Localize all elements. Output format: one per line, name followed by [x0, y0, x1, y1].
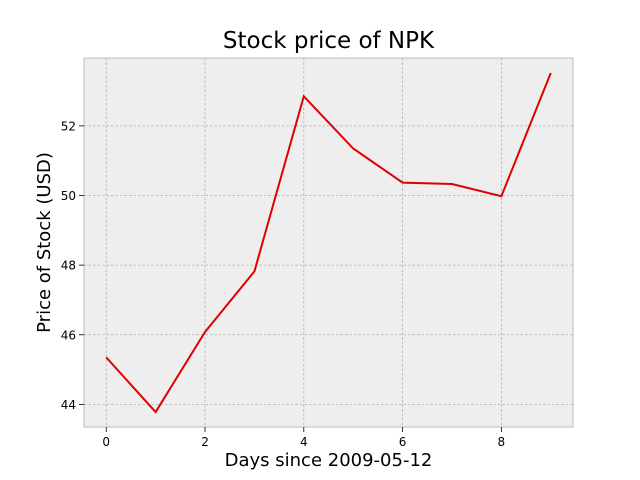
y-tick-label: 50 [61, 189, 76, 203]
x-tick-label: 6 [399, 435, 407, 449]
x-tick-label: 4 [300, 435, 308, 449]
y-tick-label: 48 [61, 259, 76, 273]
x-tick-label: 8 [498, 435, 506, 449]
x-axis-ticks: 0 2 4 6 8 [102, 427, 505, 449]
plot-frame [83, 57, 574, 428]
price-series-line [105, 72, 552, 414]
y-tick-label: 52 [61, 119, 76, 133]
plot-area [84, 58, 573, 427]
series-layer [105, 72, 552, 414]
y-tick-label: 46 [61, 328, 76, 342]
y-axis-label: Price of Stock (USD) [34, 152, 55, 333]
y-tick-label: 44 [61, 398, 76, 412]
grid-lines [84, 58, 573, 427]
y-axis-ticks: 44 46 48 50 52 [61, 119, 84, 412]
x-tick-label: 0 [102, 435, 110, 449]
x-axis-label: Days since 2009-05-12 [225, 450, 433, 471]
x-tick-label: 2 [201, 435, 209, 449]
chart-title: Stock price of NPK [223, 28, 435, 54]
